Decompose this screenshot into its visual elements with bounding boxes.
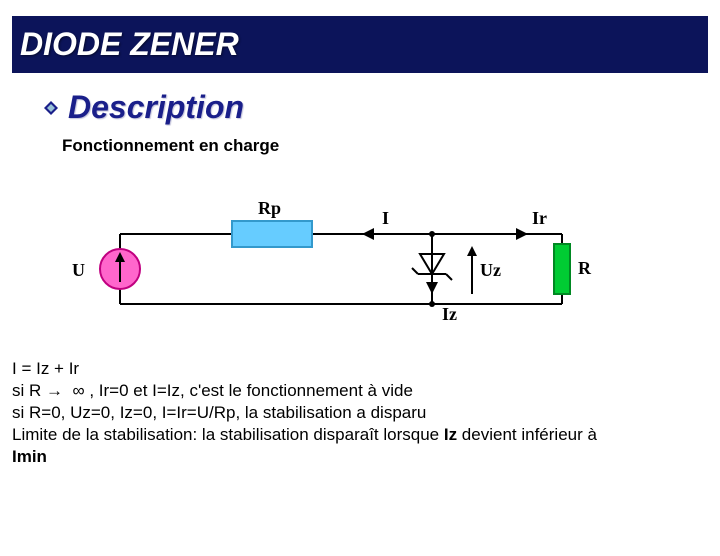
title-banner: DIODE ZENER (12, 16, 708, 73)
label-Ir: Ir (532, 208, 547, 228)
label-Rp: Rp (258, 198, 281, 218)
sub-subheading: Fonctionnement en charge (62, 136, 720, 156)
line-1: I = Iz + Ir (12, 358, 708, 380)
infinity-icon: ∞ (68, 381, 85, 400)
circuit-figure: I Ir Iz Uz R Rp U (62, 174, 622, 334)
section-heading: Description (68, 89, 244, 126)
line-2: si R → ∞ , Ir=0 et I=Iz, c'est le foncti… (12, 380, 708, 402)
subheading-row: Description (44, 89, 720, 126)
page-title: DIODE ZENER (20, 26, 239, 62)
line-4: Limite de la stabilisation: la stabilisa… (12, 424, 708, 468)
description-block: I = Iz + Ir si R → ∞ , Ir=0 et I=Iz, c'e… (12, 358, 708, 468)
label-Iz: Iz (442, 304, 457, 324)
label-R: R (578, 258, 592, 278)
arrow-icon: → (46, 381, 63, 400)
line-3: si R=0, Uz=0, Iz=0, I=Ir=U/Rp, la stabil… (12, 402, 708, 424)
label-Uz: Uz (480, 260, 501, 280)
label-U: U (72, 260, 85, 280)
label-I: I (382, 208, 389, 228)
diamond-bullet-icon (44, 101, 58, 115)
